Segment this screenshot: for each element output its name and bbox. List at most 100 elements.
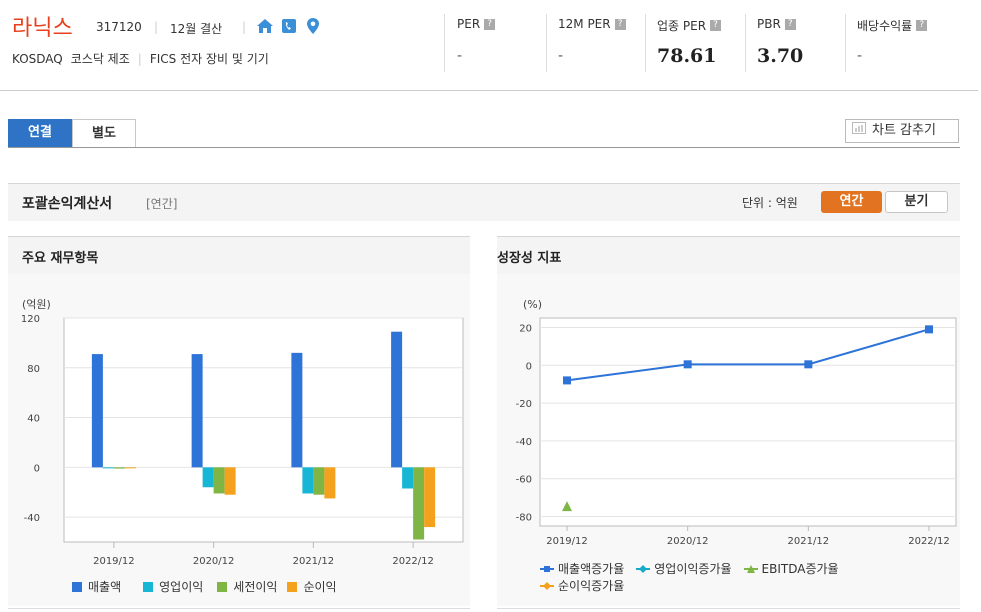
legend-swatch (143, 581, 154, 592)
legend-marker (636, 564, 651, 573)
point-매출액증가율 (925, 325, 933, 334)
company-classification: KOSDAQ 코스닥 제조 | FICS 전자 장비 및 기기 (12, 50, 277, 67)
help-icon[interactable]: ? (710, 20, 722, 31)
hide-chart-label: 차트 감추기 (872, 123, 936, 138)
bar-영업이익 (102, 467, 114, 469)
help-icon[interactable]: ? (484, 18, 496, 30)
metric-pbr-label: PBR? (757, 17, 796, 31)
help-icon[interactable]: ? (614, 18, 626, 30)
point-EBITDA증가율 (562, 501, 572, 512)
section-bar (8, 183, 960, 221)
legend-marker (540, 565, 554, 572)
metric-12m-per-label: 12M PER? (558, 17, 626, 31)
x-tick-label: 2020/12 (667, 536, 709, 547)
divider (645, 14, 646, 72)
x-tick-label: 2019/12 (93, 556, 135, 567)
bar-순이익 (424, 467, 436, 528)
metric-per-value: - (457, 48, 463, 64)
tab-separate[interactable]: 별도 (72, 119, 136, 147)
fics-label: FICS 전자 장비 및 기기 (149, 52, 269, 66)
bar-영업이익 (302, 467, 314, 494)
bar-매출액 (191, 354, 203, 468)
divider (845, 14, 846, 72)
section-subtitle: [연간] (146, 197, 178, 211)
legend-swatch (287, 581, 298, 592)
bar-순이익 (324, 467, 336, 499)
right-panel-title: 성장성 지표 (497, 251, 562, 266)
x-tick-label: 2022/12 (392, 556, 434, 567)
legend-item[interactable]: 매출액 (72, 578, 121, 595)
metric-industry-per-value: 78.61 (657, 45, 717, 67)
legend-item[interactable]: 영업이익 (143, 578, 203, 595)
metric-pbr-value: 3.70 (757, 45, 804, 67)
bar-순이익 (124, 467, 136, 469)
bar-세전이익 (213, 467, 225, 494)
hide-chart-button[interactable]: 차트 감추기 (845, 119, 959, 143)
unit-label: 단위 : 억원 (742, 196, 798, 210)
chart-icon (852, 120, 866, 142)
header-divider (0, 90, 978, 91)
legend-swatch (217, 581, 228, 592)
right-panel-header (497, 236, 960, 274)
market-category: 코스닥 제조 (70, 52, 130, 66)
plot-area (63, 317, 464, 543)
metric-dividend-value: - (857, 48, 863, 64)
legend-marker (743, 564, 758, 573)
y-tick-label: 0 (34, 463, 40, 474)
phone-icon[interactable] (280, 17, 298, 35)
metric-per-label: PER? (457, 17, 496, 31)
tab-consolidated[interactable]: 연결 (8, 119, 72, 147)
divider (546, 14, 547, 72)
y-tick-label: 20 (519, 323, 532, 334)
y-tick-label: -20 (516, 399, 532, 410)
left-panel-header (8, 236, 470, 274)
market-label: KOSDAQ (12, 52, 63, 66)
stock-code: 317120 (96, 20, 142, 34)
bar-세전이익 (413, 467, 425, 540)
period-annual-button[interactable]: 연간 (821, 191, 882, 213)
legend-marker (540, 581, 554, 590)
divider (444, 14, 445, 72)
point-매출액증가율 (563, 376, 571, 385)
y-axis-label: (억원) (22, 298, 51, 311)
legend-item[interactable]: 순이익증가율 (540, 577, 624, 594)
tab-underline (8, 147, 960, 148)
line-chart-legend-row2: 순이익증가율 (540, 577, 624, 594)
right-panel-bottom (497, 608, 960, 609)
line-chart-legend: 매출액증가율 영업이익증가율 EBITDA증가율 (540, 560, 839, 577)
point-매출액증가율 (683, 360, 692, 369)
bar-순이익 (224, 467, 236, 495)
section-title: 포괄손익계산서 (22, 196, 113, 212)
help-icon[interactable]: ? (784, 18, 796, 30)
point-매출액증가율 (804, 360, 813, 369)
y-axis-label: (%) (523, 298, 542, 311)
financial-bar-chart: (억원) 120 80 40 0 -40 2019/12 2020/12 2021/12 2022… (21, 298, 464, 567)
x-tick-label: 2019/12 (546, 536, 588, 547)
y-tick-label: -40 (24, 513, 40, 524)
separator: | (137, 52, 142, 66)
legend-item[interactable]: EBITDA증가율 (743, 560, 839, 577)
settlement-label: 12월 결산 (170, 22, 223, 36)
metric-industry-per-label: 업종 PER? (657, 17, 722, 34)
x-tick-label: 2020/12 (193, 556, 235, 567)
legend-item[interactable]: 세전이익 (217, 578, 277, 595)
y-tick-label: -80 (516, 513, 532, 524)
company-links (256, 16, 322, 36)
legend-item[interactable]: 순이익 (287, 578, 337, 595)
map-pin-icon[interactable] (304, 17, 322, 35)
separator: | (154, 20, 159, 34)
legend-item[interactable]: 영업이익증가율 (636, 560, 732, 577)
line-매출액증가율 (566, 328, 930, 382)
period-quarter-button[interactable]: 분기 (885, 191, 948, 213)
help-icon[interactable]: ? (916, 20, 928, 31)
legend-swatch (72, 581, 82, 592)
legend-item[interactable]: 매출액증가율 (540, 560, 624, 577)
x-tick-label: 2022/12 (908, 536, 950, 547)
x-tick-label: 2021/12 (293, 556, 335, 567)
metric-dividend-label: 배당수익률? (857, 17, 928, 34)
separator: | (242, 20, 247, 34)
home-icon[interactable] (256, 17, 274, 35)
bar-chart-legend: 매출액 영업이익 세전이익 순이익 (72, 578, 337, 595)
y-tick-label: -40 (516, 437, 532, 448)
metric-12m-per-value: - (558, 48, 564, 64)
